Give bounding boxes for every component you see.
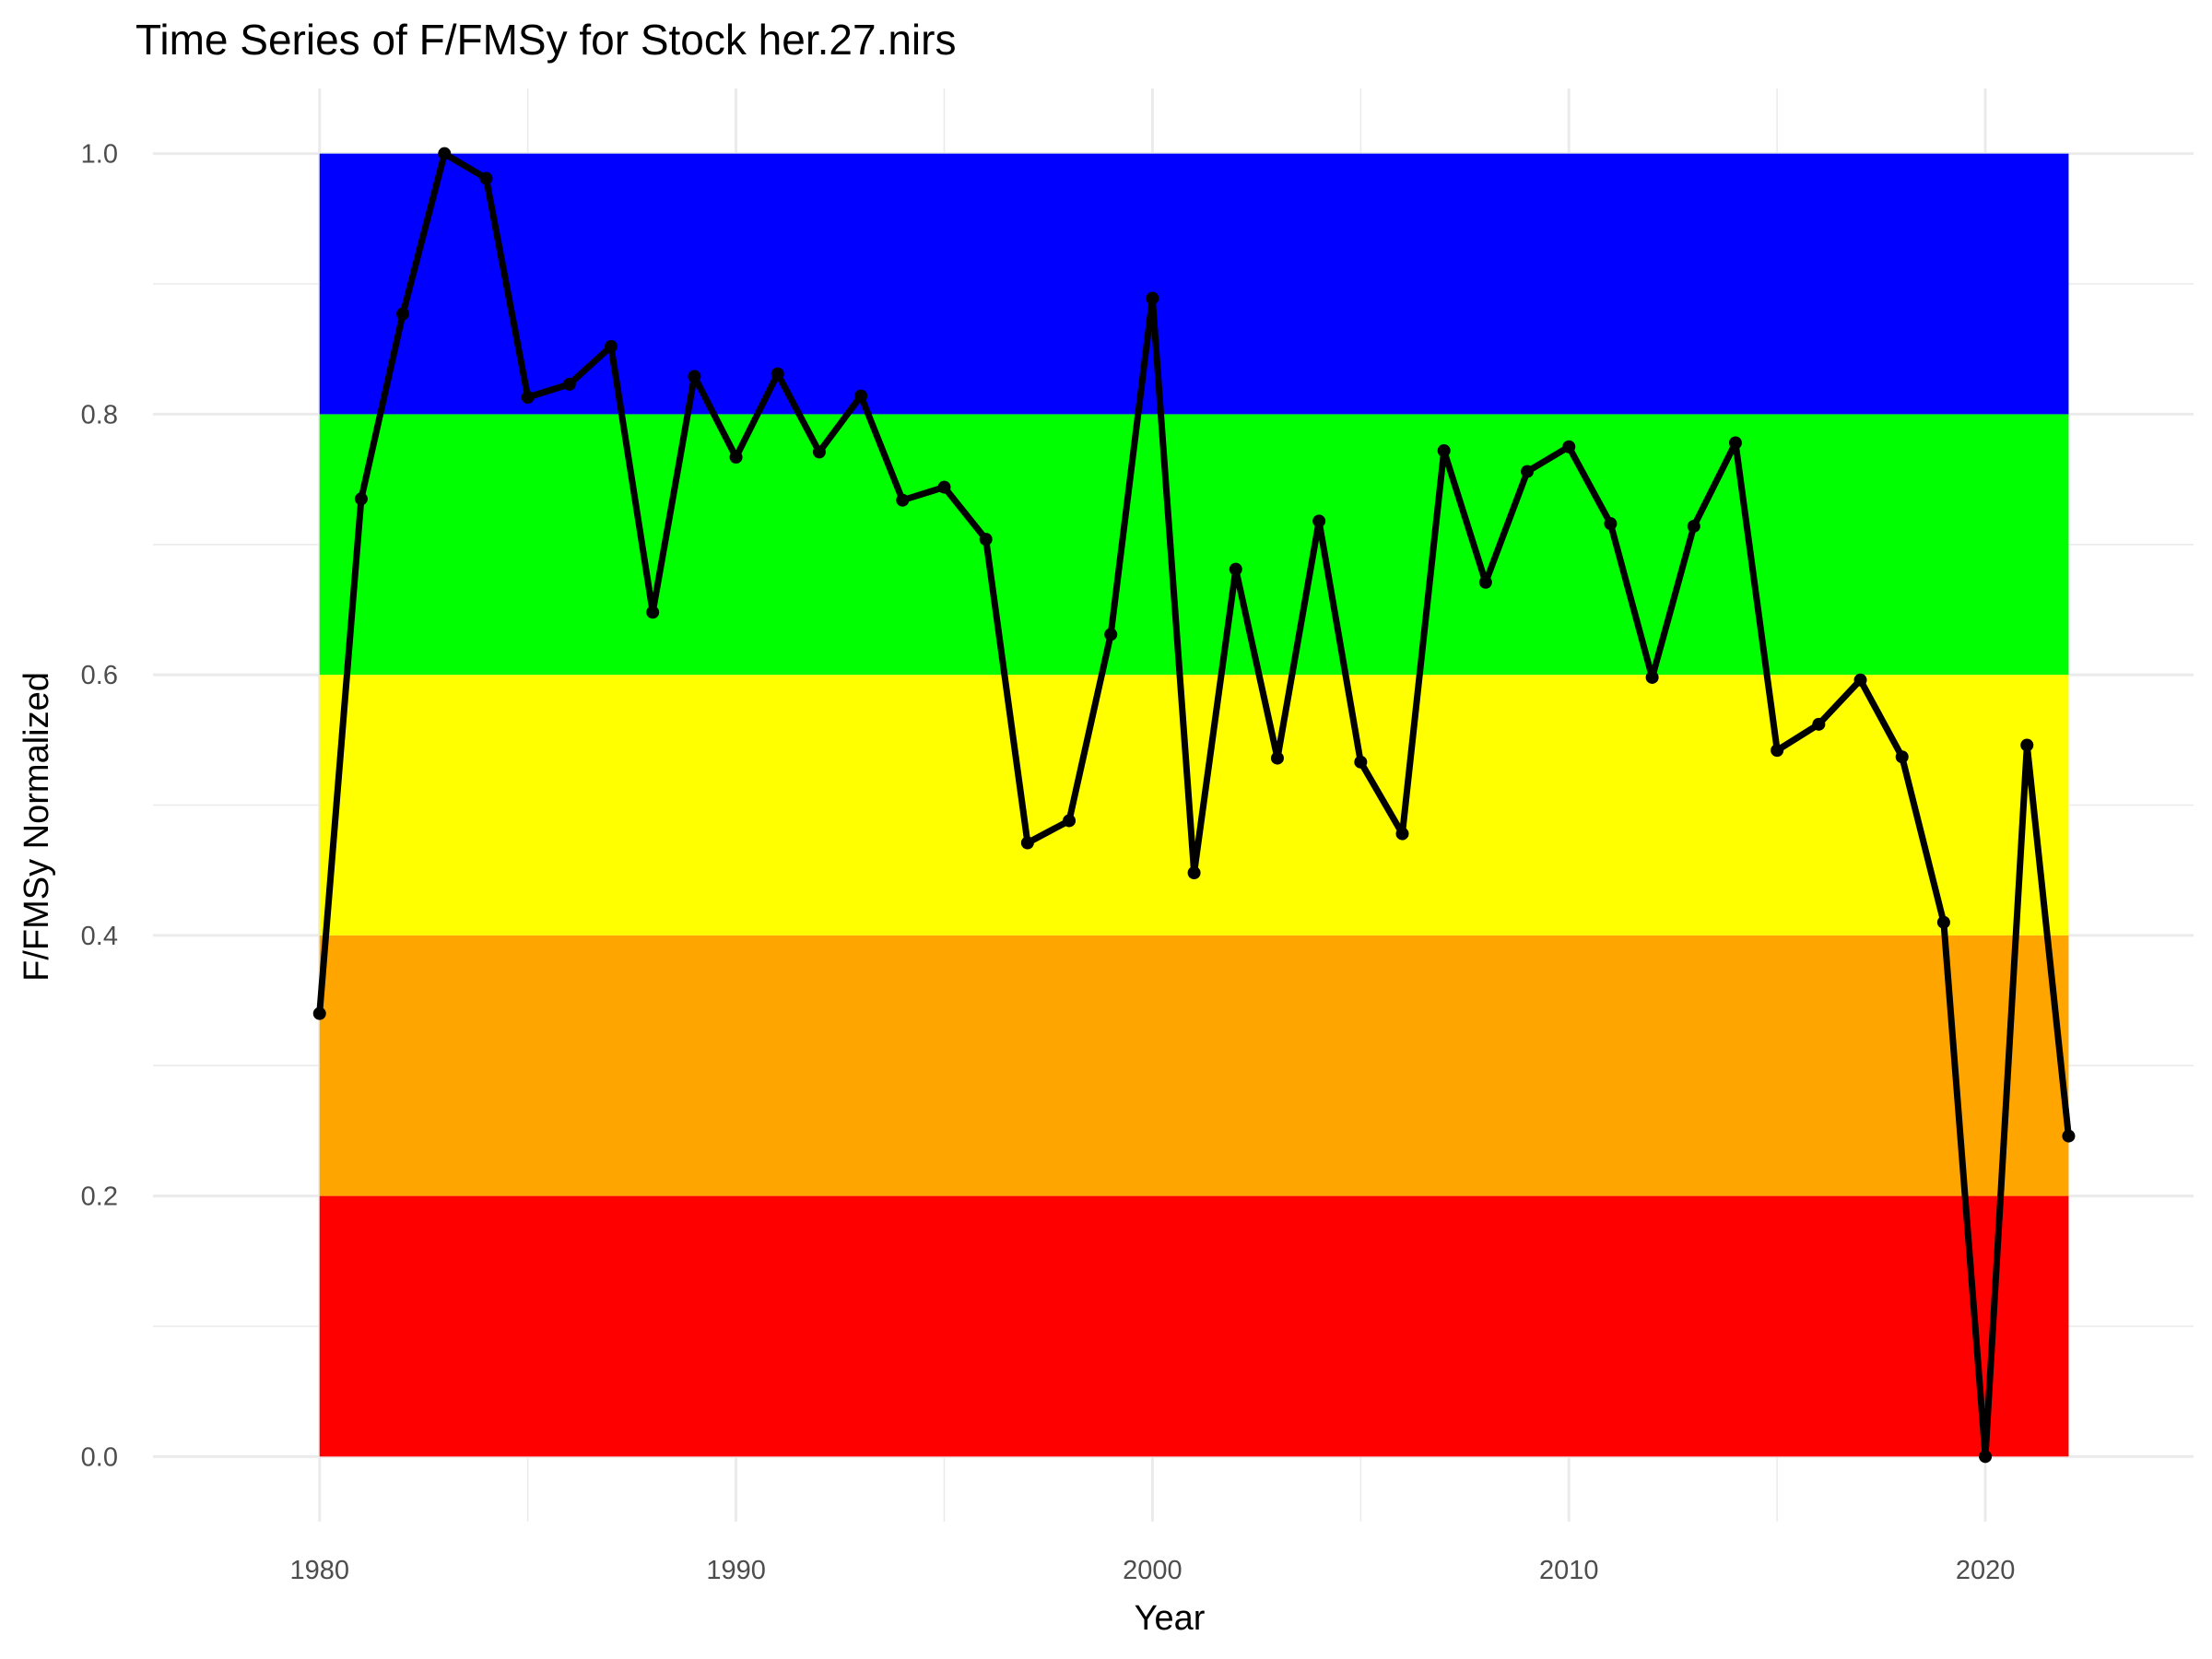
data-point	[605, 339, 618, 353]
band-2	[319, 675, 2069, 935]
data-point	[562, 377, 576, 391]
x-tick-label: 2010	[1539, 1556, 1599, 1585]
data-point	[312, 1006, 326, 1020]
data-point	[2020, 738, 2034, 752]
data-point	[1104, 628, 1118, 641]
data-point	[479, 171, 493, 185]
data-point	[1395, 827, 1409, 841]
x-axis-title: Year	[1135, 1599, 1206, 1638]
y-tick-label: 0.8	[81, 400, 118, 429]
data-point	[896, 493, 910, 507]
y-tick-label: 0.0	[81, 1442, 118, 1472]
data-point	[1312, 514, 1326, 528]
band-4	[319, 153, 2069, 415]
y-tick-label: 0.6	[81, 661, 118, 690]
data-point	[1812, 717, 1826, 731]
data-point	[771, 367, 784, 381]
y-tick-label: 1.0	[81, 140, 118, 170]
band-1	[319, 935, 2069, 1196]
chart-title: Time Series of F/FMSy for Stock her.27.n…	[135, 16, 956, 64]
data-point	[1895, 750, 1909, 764]
x-tick-label: 1980	[289, 1556, 349, 1585]
data-point	[1687, 519, 1700, 533]
data-point	[2062, 1129, 2076, 1143]
data-point	[812, 445, 826, 459]
data-point	[1020, 836, 1034, 850]
band-0	[319, 1195, 2069, 1457]
data-point	[1229, 562, 1242, 576]
data-point	[1437, 443, 1451, 457]
data-point	[521, 391, 535, 405]
data-point	[646, 606, 660, 619]
y-tick-label: 0.2	[81, 1182, 118, 1212]
x-tick-label: 1990	[706, 1556, 766, 1585]
y-axis-ticks: 0.0 0.2 0.4 0.6 0.8 1.0	[81, 140, 118, 1473]
color-bands	[319, 153, 2069, 1457]
data-point	[854, 389, 868, 403]
data-point	[1521, 465, 1535, 478]
series	[312, 147, 2076, 1464]
y-tick-label: 0.4	[81, 922, 118, 951]
data-point	[729, 451, 743, 465]
data-point	[438, 147, 452, 160]
data-point	[396, 307, 410, 321]
data-point	[688, 370, 701, 383]
data-point	[1562, 440, 1576, 453]
x-tick-label: 2020	[1956, 1556, 2016, 1585]
data-point	[1979, 1450, 1993, 1464]
data-point	[979, 533, 993, 547]
data-point	[1187, 866, 1201, 880]
data-point	[1645, 670, 1659, 684]
data-point	[1771, 744, 1784, 758]
data-point	[1354, 755, 1368, 769]
x-tick-label: 2000	[1123, 1556, 1182, 1585]
x-axis-ticks: 1980 1990 2000 2010 2020	[289, 1556, 2015, 1585]
data-point	[1478, 575, 1492, 589]
data-point	[1728, 436, 1742, 450]
data-point	[937, 480, 951, 494]
band-3	[319, 414, 2069, 676]
data-point	[1604, 517, 1618, 531]
data-point	[1936, 915, 1950, 929]
data-point	[1270, 751, 1284, 765]
y-axis-title: F/FMSy Normalized	[18, 672, 56, 982]
data-point	[1063, 814, 1077, 828]
data-point	[1146, 291, 1159, 305]
data-point	[1853, 673, 1867, 687]
data-point	[354, 492, 368, 506]
